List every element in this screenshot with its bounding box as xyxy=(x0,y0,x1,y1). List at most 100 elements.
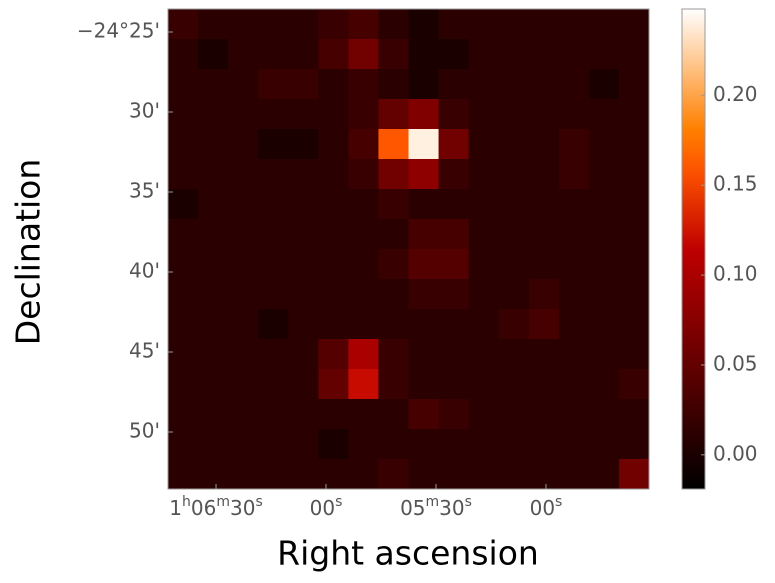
heatmap-cell xyxy=(618,99,650,130)
heatmap-cell xyxy=(618,39,650,70)
heatmap-cell xyxy=(618,9,650,40)
heatmap-cell xyxy=(168,99,199,130)
heatmap-cell xyxy=(198,249,229,280)
heatmap-cell xyxy=(288,369,319,400)
heatmap-cell xyxy=(408,309,440,340)
colorbar xyxy=(681,8,706,490)
heatmap-cell xyxy=(378,249,409,280)
heatmap-cell xyxy=(378,159,409,190)
plot-frame xyxy=(167,8,650,490)
heatmap-cell xyxy=(408,459,440,490)
heatmap-cell xyxy=(168,429,199,460)
heatmap-cell xyxy=(588,309,620,340)
heatmap-cell xyxy=(408,69,440,100)
heatmap-cell xyxy=(228,39,259,70)
heatmap-cell xyxy=(168,459,199,490)
heatmap-cell xyxy=(258,339,289,370)
heatmap-cell xyxy=(528,99,560,130)
heatmap-cell xyxy=(348,459,379,490)
heatmap-cell xyxy=(348,99,379,130)
colorbar-tick-label: 0.15 xyxy=(713,172,758,196)
heatmap-cell xyxy=(348,249,379,280)
heatmap-cell xyxy=(438,219,470,250)
heatmap-cell xyxy=(468,309,500,340)
heatmap-cell xyxy=(168,219,199,250)
heatmap-cell xyxy=(558,429,590,460)
heatmap-cell xyxy=(558,159,590,190)
heatmap-cell xyxy=(318,249,349,280)
heatmap-cell xyxy=(408,339,440,370)
heatmap-cell xyxy=(228,219,259,250)
heatmap-cell xyxy=(198,189,229,220)
heatmap-cell xyxy=(558,339,590,370)
heatmap-cell xyxy=(198,399,229,430)
heatmap-cell xyxy=(348,309,379,340)
y-tick-label: 50' xyxy=(129,419,160,443)
heatmap-cell xyxy=(318,309,349,340)
heatmap-cell xyxy=(288,249,319,280)
heatmap-cell xyxy=(228,9,259,40)
heatmap-cell xyxy=(228,279,259,310)
heatmap-cell xyxy=(258,9,289,40)
heatmap-cell xyxy=(468,459,500,490)
heatmap-cell xyxy=(288,159,319,190)
heatmap-cell xyxy=(378,99,409,130)
heatmap-cell xyxy=(348,39,379,70)
heatmap-cell xyxy=(378,129,409,160)
heatmap-cell xyxy=(318,189,349,220)
heatmap-cell xyxy=(288,459,319,490)
heatmap-cell xyxy=(588,219,620,250)
y-tick-label: 35' xyxy=(129,179,160,203)
heatmap-cell xyxy=(618,339,650,370)
heatmap-cell xyxy=(228,189,259,220)
heatmap-cell xyxy=(498,429,530,460)
heatmap-cell xyxy=(618,369,650,400)
heatmap-cell xyxy=(498,399,530,430)
heatmap-cell xyxy=(588,279,620,310)
heatmap-cell xyxy=(378,39,409,70)
heatmap-cell xyxy=(198,339,229,370)
heatmap-cell xyxy=(528,129,560,160)
heatmap-cell xyxy=(168,249,199,280)
heatmap-cell xyxy=(468,249,500,280)
heatmap-cell xyxy=(168,39,199,70)
heatmap-cell xyxy=(258,309,289,340)
heatmap-cell xyxy=(528,69,560,100)
heatmap-cell xyxy=(558,249,590,280)
heatmap-cell xyxy=(408,159,440,190)
heatmap-cell xyxy=(348,399,379,430)
heatmap-cell xyxy=(498,219,530,250)
heatmap-cell xyxy=(318,129,349,160)
heatmap-cell xyxy=(168,339,199,370)
heatmap-cell xyxy=(438,369,470,400)
heatmap-cell xyxy=(348,279,379,310)
heatmap-cell xyxy=(528,9,560,40)
heatmap-cell xyxy=(498,309,530,340)
heatmap-cell xyxy=(558,129,590,160)
heatmap-cell xyxy=(618,129,650,160)
heatmap-cell xyxy=(378,309,409,340)
heatmap-cell xyxy=(408,99,440,130)
heatmap-cell xyxy=(618,279,650,310)
heatmap-cell xyxy=(378,9,409,40)
colorbar-tick-label: 0.00 xyxy=(713,441,758,465)
y-tick-label: 45' xyxy=(129,339,160,363)
heatmap-cell xyxy=(348,339,379,370)
y-tick-label: 40' xyxy=(129,259,160,283)
heatmap-cell xyxy=(348,369,379,400)
heatmap-cell xyxy=(468,279,500,310)
heatmap-cell xyxy=(168,69,199,100)
heatmap-cell xyxy=(618,309,650,340)
heatmap-cell xyxy=(258,159,289,190)
heatmap-cell xyxy=(378,369,409,400)
heatmap-cell xyxy=(198,129,229,160)
heatmap-cell xyxy=(438,399,470,430)
heatmap-cell xyxy=(288,219,319,250)
heatmap-cell xyxy=(558,369,590,400)
heatmap-cell xyxy=(288,339,319,370)
heatmap-cell xyxy=(438,339,470,370)
heatmap-cell xyxy=(228,309,259,340)
heatmap-cell xyxy=(588,159,620,190)
heatmap-cell xyxy=(558,279,590,310)
heatmap-cell xyxy=(588,129,620,160)
